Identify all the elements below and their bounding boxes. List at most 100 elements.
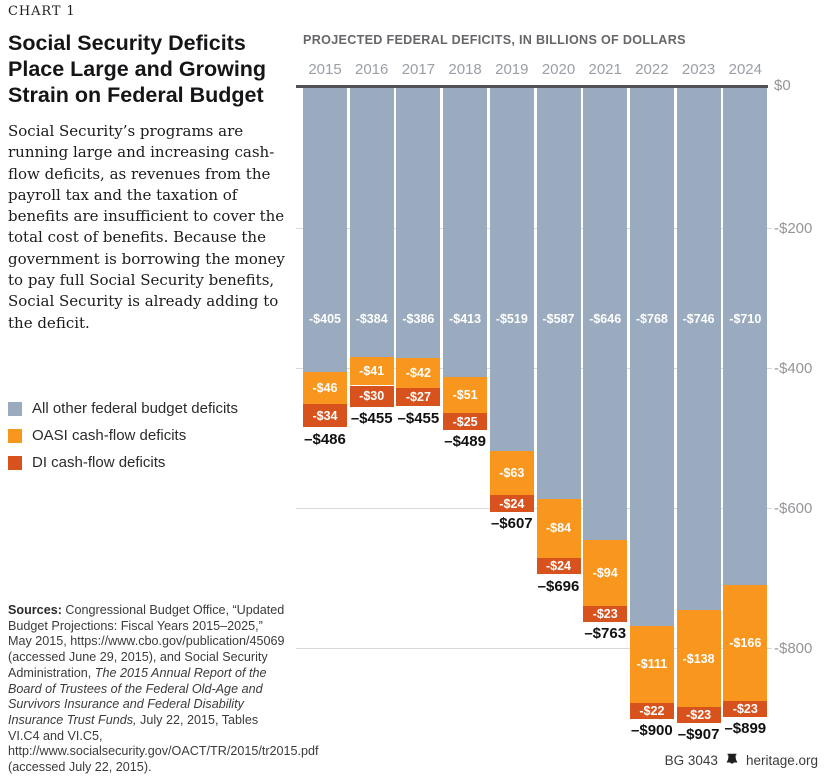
grid-line-800 bbox=[296, 648, 772, 649]
y-axis-label-200: -$200 bbox=[774, 220, 813, 237]
bar-segment-other-federal-2019 bbox=[489, 88, 534, 452]
bar-total-2024: –$899 bbox=[724, 720, 767, 738]
y-axis-label-800: -$800 bbox=[774, 640, 813, 657]
bar-segment-other-federal-2017 bbox=[396, 88, 441, 359]
sources-label: Sources: bbox=[8, 603, 62, 617]
bar-segment-oasi-2018 bbox=[443, 377, 488, 413]
bar-segment-oasi-2015 bbox=[303, 371, 347, 404]
bar-segment-oasi-2021 bbox=[583, 540, 628, 606]
grid-line-200 bbox=[296, 228, 772, 229]
bar-total-2023: –$907 bbox=[677, 725, 720, 743]
bar-value-di-2020: -$24 bbox=[545, 559, 572, 574]
bar-value-other-federal-2022: -$768 bbox=[635, 312, 668, 326]
bar-value-di-2023: -$23 bbox=[686, 707, 712, 722]
x-axis-label-2022: 2022 bbox=[635, 61, 669, 78]
y-axis-label-600: -$600 bbox=[774, 500, 813, 517]
bar-segment-di-2018 bbox=[443, 412, 488, 431]
grid-line-400 bbox=[296, 368, 772, 369]
bar-total-2015: –$486 bbox=[304, 430, 346, 448]
bar-value-oasi-2016: -$41 bbox=[359, 364, 385, 379]
bar-total-2021: –$763 bbox=[584, 625, 627, 643]
bar-segment-oasi-2022 bbox=[629, 625, 674, 704]
bar-value-di-2016: -$30 bbox=[359, 389, 385, 403]
bar-segment-oasi-2024 bbox=[723, 585, 768, 702]
bar-value-oasi-2024: -$166 bbox=[729, 636, 762, 651]
bar-value-other-federal-2015: -$405 bbox=[309, 312, 341, 326]
intro-paragraph: Social Security’s programs are running l… bbox=[8, 122, 285, 332]
legend-swatch-1 bbox=[8, 401, 22, 416]
bar-value-oasi-2023: -$138 bbox=[682, 651, 715, 666]
bar-value-other-federal-2018: -$413 bbox=[449, 312, 482, 326]
bar-total-2019: –$607 bbox=[490, 515, 533, 533]
bar-value-other-federal-2017: -$386 bbox=[402, 312, 435, 326]
bar-value-oasi-2019: -$63 bbox=[499, 466, 525, 481]
bar-value-di-2018: -$25 bbox=[452, 414, 478, 429]
bar-segment-di-2023 bbox=[676, 706, 721, 723]
bar-value-oasi-2022: -$111 bbox=[636, 657, 668, 672]
chart-title: PROJECTED FEDERAL DEFICITS, IN BILLIONS … bbox=[303, 33, 686, 47]
bar-segment-di-2019 bbox=[489, 495, 534, 513]
bar-value-other-federal-2019: -$519 bbox=[495, 312, 528, 326]
bar-total-2018: –$489 bbox=[444, 433, 486, 451]
bar-segment-other-federal-2016 bbox=[349, 88, 394, 357]
bar-value-other-federal-2016: -$384 bbox=[355, 312, 388, 326]
grid-line-600 bbox=[296, 508, 772, 509]
document-id: BG 3043 bbox=[664, 753, 718, 768]
bar-value-oasi-2018: -$51 bbox=[452, 387, 478, 402]
bar-segment-di-2024 bbox=[723, 701, 768, 718]
bar-value-oasi-2015: -$46 bbox=[312, 380, 338, 395]
bar-segment-oasi-2017 bbox=[396, 358, 441, 388]
bar-total-2016: –$455 bbox=[350, 409, 393, 427]
page-title: Social Security Deficits Place Large and… bbox=[8, 30, 296, 108]
x-axis-label-2015: 2015 bbox=[308, 61, 342, 78]
bar-segment-di-2020 bbox=[536, 557, 581, 575]
bar-segment-oasi-2019 bbox=[489, 451, 534, 496]
x-axis-label-2024: 2024 bbox=[728, 61, 762, 78]
bar-value-di-2021: -$23 bbox=[592, 607, 618, 622]
x-axis-label-2019: 2019 bbox=[495, 61, 529, 78]
legend-swatch-2 bbox=[8, 428, 22, 443]
bar-segment-other-federal-2020 bbox=[536, 88, 581, 499]
legend-label-1: All other federal budget deficits bbox=[32, 400, 238, 417]
website-label: heritage.org bbox=[745, 753, 818, 768]
footer: BG 3043 heritage.org bbox=[665, 752, 818, 769]
sources-note: Sources: Congressional Budget Office, “U… bbox=[8, 603, 319, 776]
legend-row-3: DI cash-flow deficits bbox=[8, 454, 238, 471]
sources-text-1: Congressional Budget Office, “Updated Bu… bbox=[8, 603, 285, 680]
bar-segment-other-federal-2024 bbox=[723, 88, 768, 585]
bar-segment-di-2017 bbox=[396, 387, 441, 407]
bar-value-other-federal-2020: -$587 bbox=[542, 312, 575, 326]
bar-value-oasi-2020: -$84 bbox=[545, 521, 572, 536]
x-axis-label-2023: 2023 bbox=[681, 61, 716, 78]
bar-value-di-2019: -$24 bbox=[499, 496, 525, 511]
bar-segment-oasi-2016 bbox=[349, 356, 394, 386]
bar-segment-oasi-2023 bbox=[676, 610, 721, 707]
bar-segment-other-federal-2021 bbox=[583, 88, 628, 541]
bar-total-2022: –$900 bbox=[631, 721, 673, 739]
bar-segment-di-2022 bbox=[629, 703, 674, 719]
bar-segment-di-2016 bbox=[349, 385, 394, 407]
page-title-line-1: Social Security Deficits bbox=[8, 31, 246, 55]
bar-value-other-federal-2023: -$746 bbox=[682, 312, 715, 326]
bar-value-other-federal-2021: -$646 bbox=[589, 312, 622, 326]
bar-total-2020: –$696 bbox=[537, 577, 580, 595]
page-title-line-2: Place Large and Growing bbox=[8, 57, 267, 81]
heritage-bell-icon bbox=[725, 752, 739, 769]
legend-label-2: OASI cash-flow deficits bbox=[32, 427, 187, 444]
bar-segment-other-federal-2015 bbox=[303, 88, 347, 372]
chart-legend: All other federal budget deficits OASI ca… bbox=[8, 400, 238, 481]
x-axis-label-2021: 2021 bbox=[588, 61, 622, 78]
x-axis-label-2017: 2017 bbox=[401, 61, 436, 78]
legend-row-2: OASI cash-flow deficits bbox=[8, 427, 238, 444]
x-axis-label-2016: 2016 bbox=[355, 61, 389, 78]
bar-segment-other-federal-2022 bbox=[629, 88, 674, 626]
bar-value-di-2022: -$22 bbox=[639, 704, 665, 718]
bar-segment-di-2015 bbox=[303, 403, 347, 428]
y-axis-label-0: $0 bbox=[774, 77, 791, 94]
sources-text-italic: The 2015 Annual Report of the Board of T… bbox=[8, 665, 267, 727]
bar-value-di-2017: -$27 bbox=[405, 390, 431, 405]
bar-value-di-2024: -$23 bbox=[732, 702, 758, 717]
bar-segment-oasi-2020 bbox=[536, 498, 581, 558]
y-axis-label-400: -$400 bbox=[774, 360, 813, 377]
